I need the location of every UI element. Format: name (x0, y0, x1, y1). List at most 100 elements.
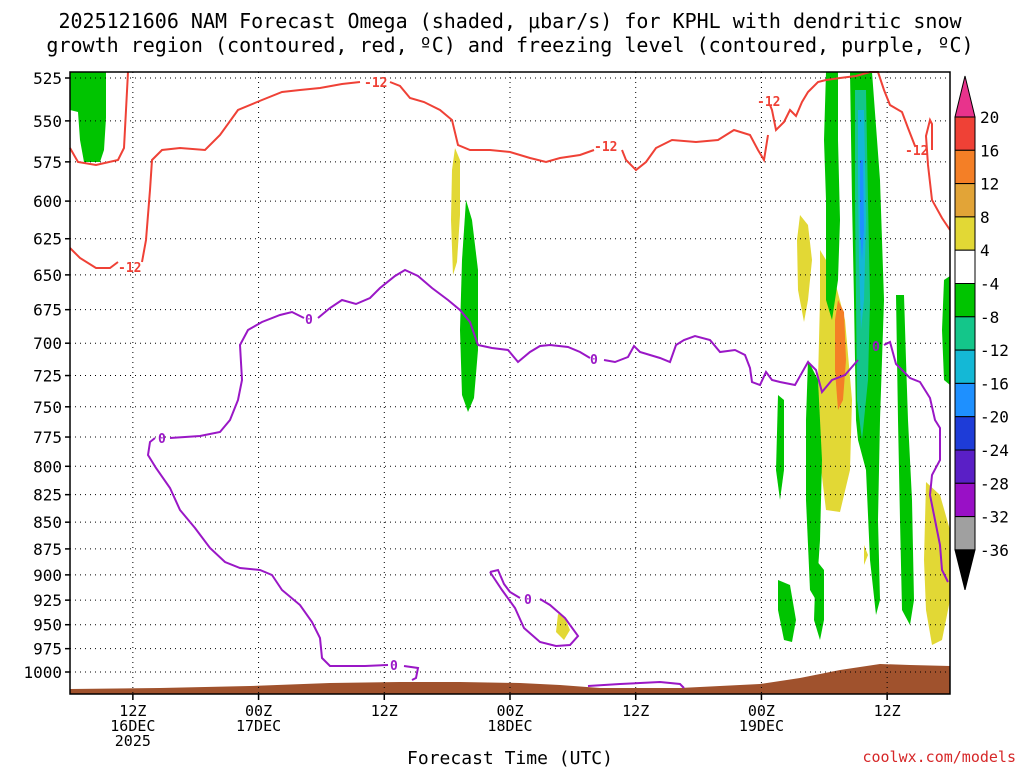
colorbar-segment (954, 482, 976, 518)
x-tick-label: 2025 (115, 732, 151, 750)
colorbar-tick-label: 4 (980, 241, 990, 260)
terrain-surface (70, 664, 950, 694)
y-tick-label: 700 (33, 334, 62, 353)
colorbar-segment (954, 349, 976, 384)
omega-shade-negative (778, 580, 796, 642)
grid (70, 72, 950, 694)
colorbar-tick-label: -24 (980, 441, 1009, 460)
y-tick-label: 900 (33, 566, 62, 585)
x-tick-label: 00Z (245, 702, 272, 720)
omega-shade-negative (896, 295, 914, 625)
x-tick-label: 12Z (371, 702, 398, 720)
omega-shade-positive (451, 148, 460, 275)
y-tick-label: 600 (33, 192, 62, 211)
colorbar-tick-label: -4 (980, 275, 999, 294)
chart-title-line1: 2025121606 NAM Forecast Omega (shaded, μ… (58, 9, 962, 33)
x-tick-label: 12Z (874, 702, 901, 720)
contour-label-freezing: 0 (590, 353, 598, 368)
y-tick-label: 875 (33, 540, 62, 559)
dgz-contour (69, 71, 951, 269)
y-tick-label: 825 (33, 486, 62, 505)
y-tick-label: 725 (33, 367, 62, 386)
omega-shade-negative (824, 72, 840, 320)
y-axis: 525 550 575 600 625 650 675 700 725 750 775 800 825 8… (23, 69, 70, 682)
omega-shade-negative (806, 360, 822, 600)
freezing-level-contour (146, 268, 949, 689)
y-tick-label: 750 (33, 398, 62, 417)
y-tick-label: 925 (33, 591, 62, 610)
colorbar-tick-label: -20 (980, 408, 1009, 427)
colorbar-segment (954, 116, 976, 151)
x-tick-label: 00Z (748, 702, 775, 720)
omega-shading (70, 72, 950, 645)
colorbar-tick-label: -28 (980, 474, 1009, 493)
x-tick-label: 19DEC (739, 717, 784, 735)
omega-shade-positive (835, 300, 846, 410)
y-tick-label: 550 (33, 112, 62, 131)
y-tick-label: 650 (33, 266, 62, 285)
omega-shade-negative (460, 200, 478, 412)
omega-shade-negative (776, 395, 784, 500)
contour-label-freezing: 0 (872, 340, 880, 355)
omega-shade-positive (864, 545, 868, 565)
colorbar-segment (954, 416, 976, 451)
x-tick-label: 16DEC (110, 717, 155, 735)
contour-label-freezing: 0 (390, 659, 398, 674)
colorbar-extend-top (954, 75, 976, 118)
credit-text: coolwx.com/models (862, 748, 1016, 766)
contour-label-dgz: -12 (757, 95, 780, 110)
contour-label-dgz: -12 (364, 76, 387, 91)
plot-area: -12 -12 -12 -12 -12 0 0 0 0 0 0 (69, 71, 951, 695)
x-tick-label: 12Z (622, 702, 649, 720)
colorbar-segment (954, 382, 976, 418)
omega-shade-negative (942, 276, 950, 385)
x-tick-label: 17DEC (236, 717, 281, 735)
colorbar-segment (954, 316, 976, 351)
colorbar-tick-label: -32 (980, 508, 1009, 527)
y-tick-label: 525 (33, 69, 62, 88)
colorbar-extend-bottom (954, 549, 976, 591)
colorbar: 20 16 12 8 4 -4 -8 -12 -16 -20 -24 -28 -32 -36 (954, 75, 1009, 591)
x-tick-label: 12Z (119, 702, 146, 720)
omega-shade-positive (556, 614, 570, 640)
omega-shade-negative (814, 560, 824, 640)
colorbar-tick-label: -8 (980, 308, 999, 327)
contour-label-freezing: 0 (158, 432, 166, 447)
contour-label-freezing: 0 (305, 313, 313, 328)
y-tick-label: 975 (33, 640, 62, 659)
colorbar-segment (954, 283, 976, 318)
x-tick-label: 00Z (496, 702, 523, 720)
colorbar-tick-label: -36 (980, 541, 1009, 560)
y-tick-label: 1000 (23, 663, 62, 682)
colorbar-segment (954, 149, 976, 185)
colorbar-segment (954, 516, 976, 551)
colorbar-tick-label: 8 (980, 208, 990, 227)
contour-label-freezing: 0 (524, 593, 532, 608)
colorbar-segment (954, 216, 976, 251)
x-axis-title: Forecast Time (UTC) (407, 748, 613, 768)
colorbar-segment (954, 249, 976, 284)
x-tick-label: 18DEC (487, 717, 532, 735)
y-tick-label: 800 (33, 457, 62, 476)
contour-label-dgz: -12 (905, 144, 928, 159)
y-tick-label: 575 (33, 153, 62, 172)
contour-label-dgz: -12 (594, 140, 617, 155)
omega-shade-negative (860, 160, 864, 260)
y-tick-label: 850 (33, 513, 62, 532)
chart-title-line2: growth region (contoured, red, ºC) and f… (46, 33, 973, 57)
omega-shade-positive (924, 482, 950, 645)
colorbar-tick-label: 16 (980, 141, 999, 160)
colorbar-tick-label: 20 (980, 108, 999, 127)
colorbar-tick-label: -12 (980, 341, 1009, 360)
colorbar-tick-label: -16 (980, 374, 1009, 393)
colorbar-segment (954, 183, 976, 218)
contour-label-dgz: -12 (118, 261, 141, 276)
omega-shade-positive (797, 215, 812, 322)
colorbar-tick-label: 12 (980, 175, 999, 194)
colorbar-segment (954, 449, 976, 484)
y-tick-label: 675 (33, 301, 62, 320)
y-tick-label: 950 (33, 616, 62, 635)
y-tick-label: 775 (33, 428, 62, 447)
